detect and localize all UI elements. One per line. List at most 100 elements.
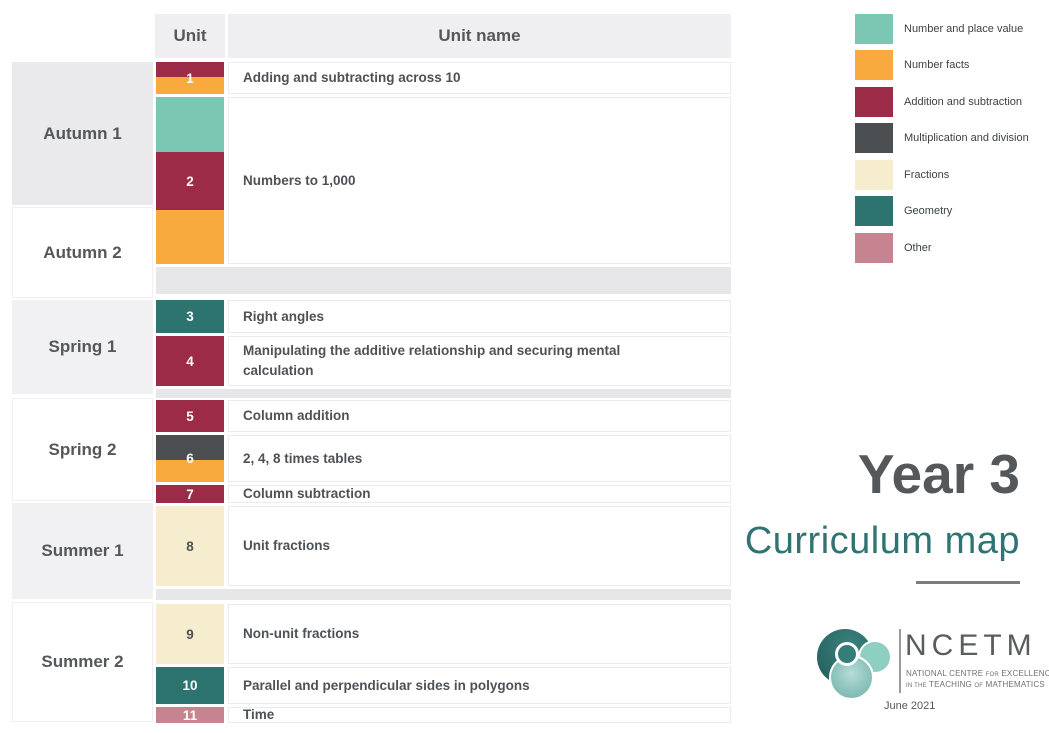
unit-10-block: 10 [156,667,224,704]
legend-swatch-number-place-value [855,14,893,44]
legend-label-other: Other [904,242,932,254]
unit-6-number: 6 [186,451,194,466]
unit-11-number: 11 [182,707,198,723]
unit-6-block: 6 [156,435,224,482]
term-cell-summer-2: Summer 2 [12,602,153,722]
legend-label-number-facts: Number facts [904,59,970,71]
unit-6-segment-multiplication-division [156,435,224,460]
logo-acronym: NCETM [905,629,1037,662]
term-cell-autumn-1: Autumn 1 [12,62,153,205]
spacer-row-2 [156,389,731,398]
unit-10-name-cell: Parallel and perpendicular sides in poly… [228,667,731,704]
unit-name-text: Parallel and perpendicular sides in poly… [243,677,530,693]
table-header-unit-name-label: Unit name [438,26,521,45]
unit-4-block: 4 [156,336,224,386]
unit-4-name-cell: Manipulating the additive relationship a… [228,336,731,386]
spacer-row-3 [156,589,731,600]
page-subtitle-curriculum-map: Curriculum map [744,520,1020,562]
tagline-text: EXCELLENCE [1001,669,1049,678]
unit-7-segment-addition-subtraction [156,485,224,503]
unit-9-name-cell: Non-unit fractions [228,604,731,664]
term-cell-spring-1: Spring 1 [12,300,153,394]
tagline-text-small: OF [974,683,984,689]
logo-tagline-line2: IN THE TEACHING OF MATHEMATICS [906,680,1046,689]
legend-label-geometry: Geometry [904,205,953,217]
unit-5-number: 5 [186,408,194,424]
unit-name-text: Column addition [243,408,350,424]
unit-2-name-cell: Numbers to 1,000 [228,97,731,264]
unit-1-name-cell: Adding and subtracting across 10 [228,62,731,94]
tagline-text: MATHEMATICS [985,680,1045,689]
term-label: Autumn 1 [43,123,122,143]
logo-circle-small-icon [835,642,859,666]
unit-4-segment-addition-subtraction [156,336,224,386]
unit-2-block: 2 [156,97,224,264]
unit-6-segment-number-facts [156,460,224,482]
unit-9-number: 9 [186,626,194,642]
unit-1-number: 1 [186,70,194,86]
unit-name-text: Adding and subtracting across 10 [243,70,461,86]
unit-7-block: 7 [156,485,224,503]
legend-swatch-number-facts [855,50,893,80]
unit-name-text: Unit fractions [243,538,331,554]
unit-1-block: 1 [156,62,224,94]
legend-swatch-addition-subtraction [855,87,893,117]
unit-1-segment-number-facts [156,77,224,94]
unit-10-segment-geometry [156,667,224,704]
unit-9-segment-fractions [156,604,224,664]
page-title-year: Year 3 [857,443,1020,505]
unit-8-block: 8 [156,506,224,586]
unit-name-text: Numbers to 1,000 [243,172,356,188]
unit-6-name-cell: 2, 4, 8 times tables [228,435,731,482]
table-header-unit-label: Unit [173,26,207,45]
term-label: Summer 1 [41,541,124,560]
unit-5-block: 5 [156,400,224,432]
document-date: June 2021 [884,700,936,712]
unit-name-text: Column subtraction [243,486,371,502]
legend-swatch-fractions [855,160,893,190]
unit-11-segment-other [156,707,224,723]
unit-2-number: 2 [186,173,194,189]
unit-11-name-cell: Time [228,707,731,723]
legend-label-number-place-value: Number and place value [904,23,1024,35]
term-label: Autumn 2 [43,242,122,262]
unit-11-block: 11 [156,707,224,723]
term-cell-summer-1: Summer 1 [12,503,153,599]
legend-swatch-other [855,233,893,263]
unit-name-text: Time [243,707,275,723]
term-cell-spring-2: Spring 2 [12,398,153,501]
unit-3-block: 3 [156,300,224,333]
unit-2-segment-addition-subtraction: 2 [156,152,224,210]
legend-label-fractions: Fractions [904,169,950,181]
tagline-text: NATIONAL CENTRE [906,669,984,678]
legend-label-multiplication-division: Multiplication and division [904,132,1029,144]
unit-8-name-cell: Unit fractions [228,506,731,586]
unit-name-text: Non-unit fractions [243,626,360,642]
unit-5-segment-addition-subtraction [156,400,224,432]
unit-1-segment-addition-subtraction [156,62,224,77]
tagline-text-small: IN THE [906,683,927,689]
legend-swatch-multiplication-division [855,123,893,153]
unit-name-text: Manipulating the additive relationship a… [243,343,621,378]
term-cell-autumn-2: Autumn 2 [12,207,153,298]
unit-5-name-cell: Column addition [228,400,731,432]
title-underline [916,581,1020,584]
unit-3-name-cell: Right angles [228,300,731,333]
unit-7-name-cell: Column subtraction [228,485,731,503]
unit-7-number: 7 [186,486,194,502]
unit-3-segment-geometry [156,300,224,333]
table-header-unit-name: Unit name [228,14,731,58]
unit-8-segment-fractions [156,506,224,586]
tagline-text: TEACHING [929,680,972,689]
term-label: Spring 2 [48,439,117,459]
unit-2-segment-number-place-value [156,97,224,152]
legend-label-addition-subtraction: Addition and subtraction [904,96,1023,108]
unit-name-text: 2, 4, 8 times tables [243,450,363,466]
term-label: Spring 1 [48,337,117,356]
legend-swatch-geometry [855,196,893,226]
unit-4-number: 4 [186,353,194,369]
unit-10-number: 10 [182,678,198,693]
table-header-unit: Unit [155,14,225,58]
logo-divider-bar [899,629,901,693]
